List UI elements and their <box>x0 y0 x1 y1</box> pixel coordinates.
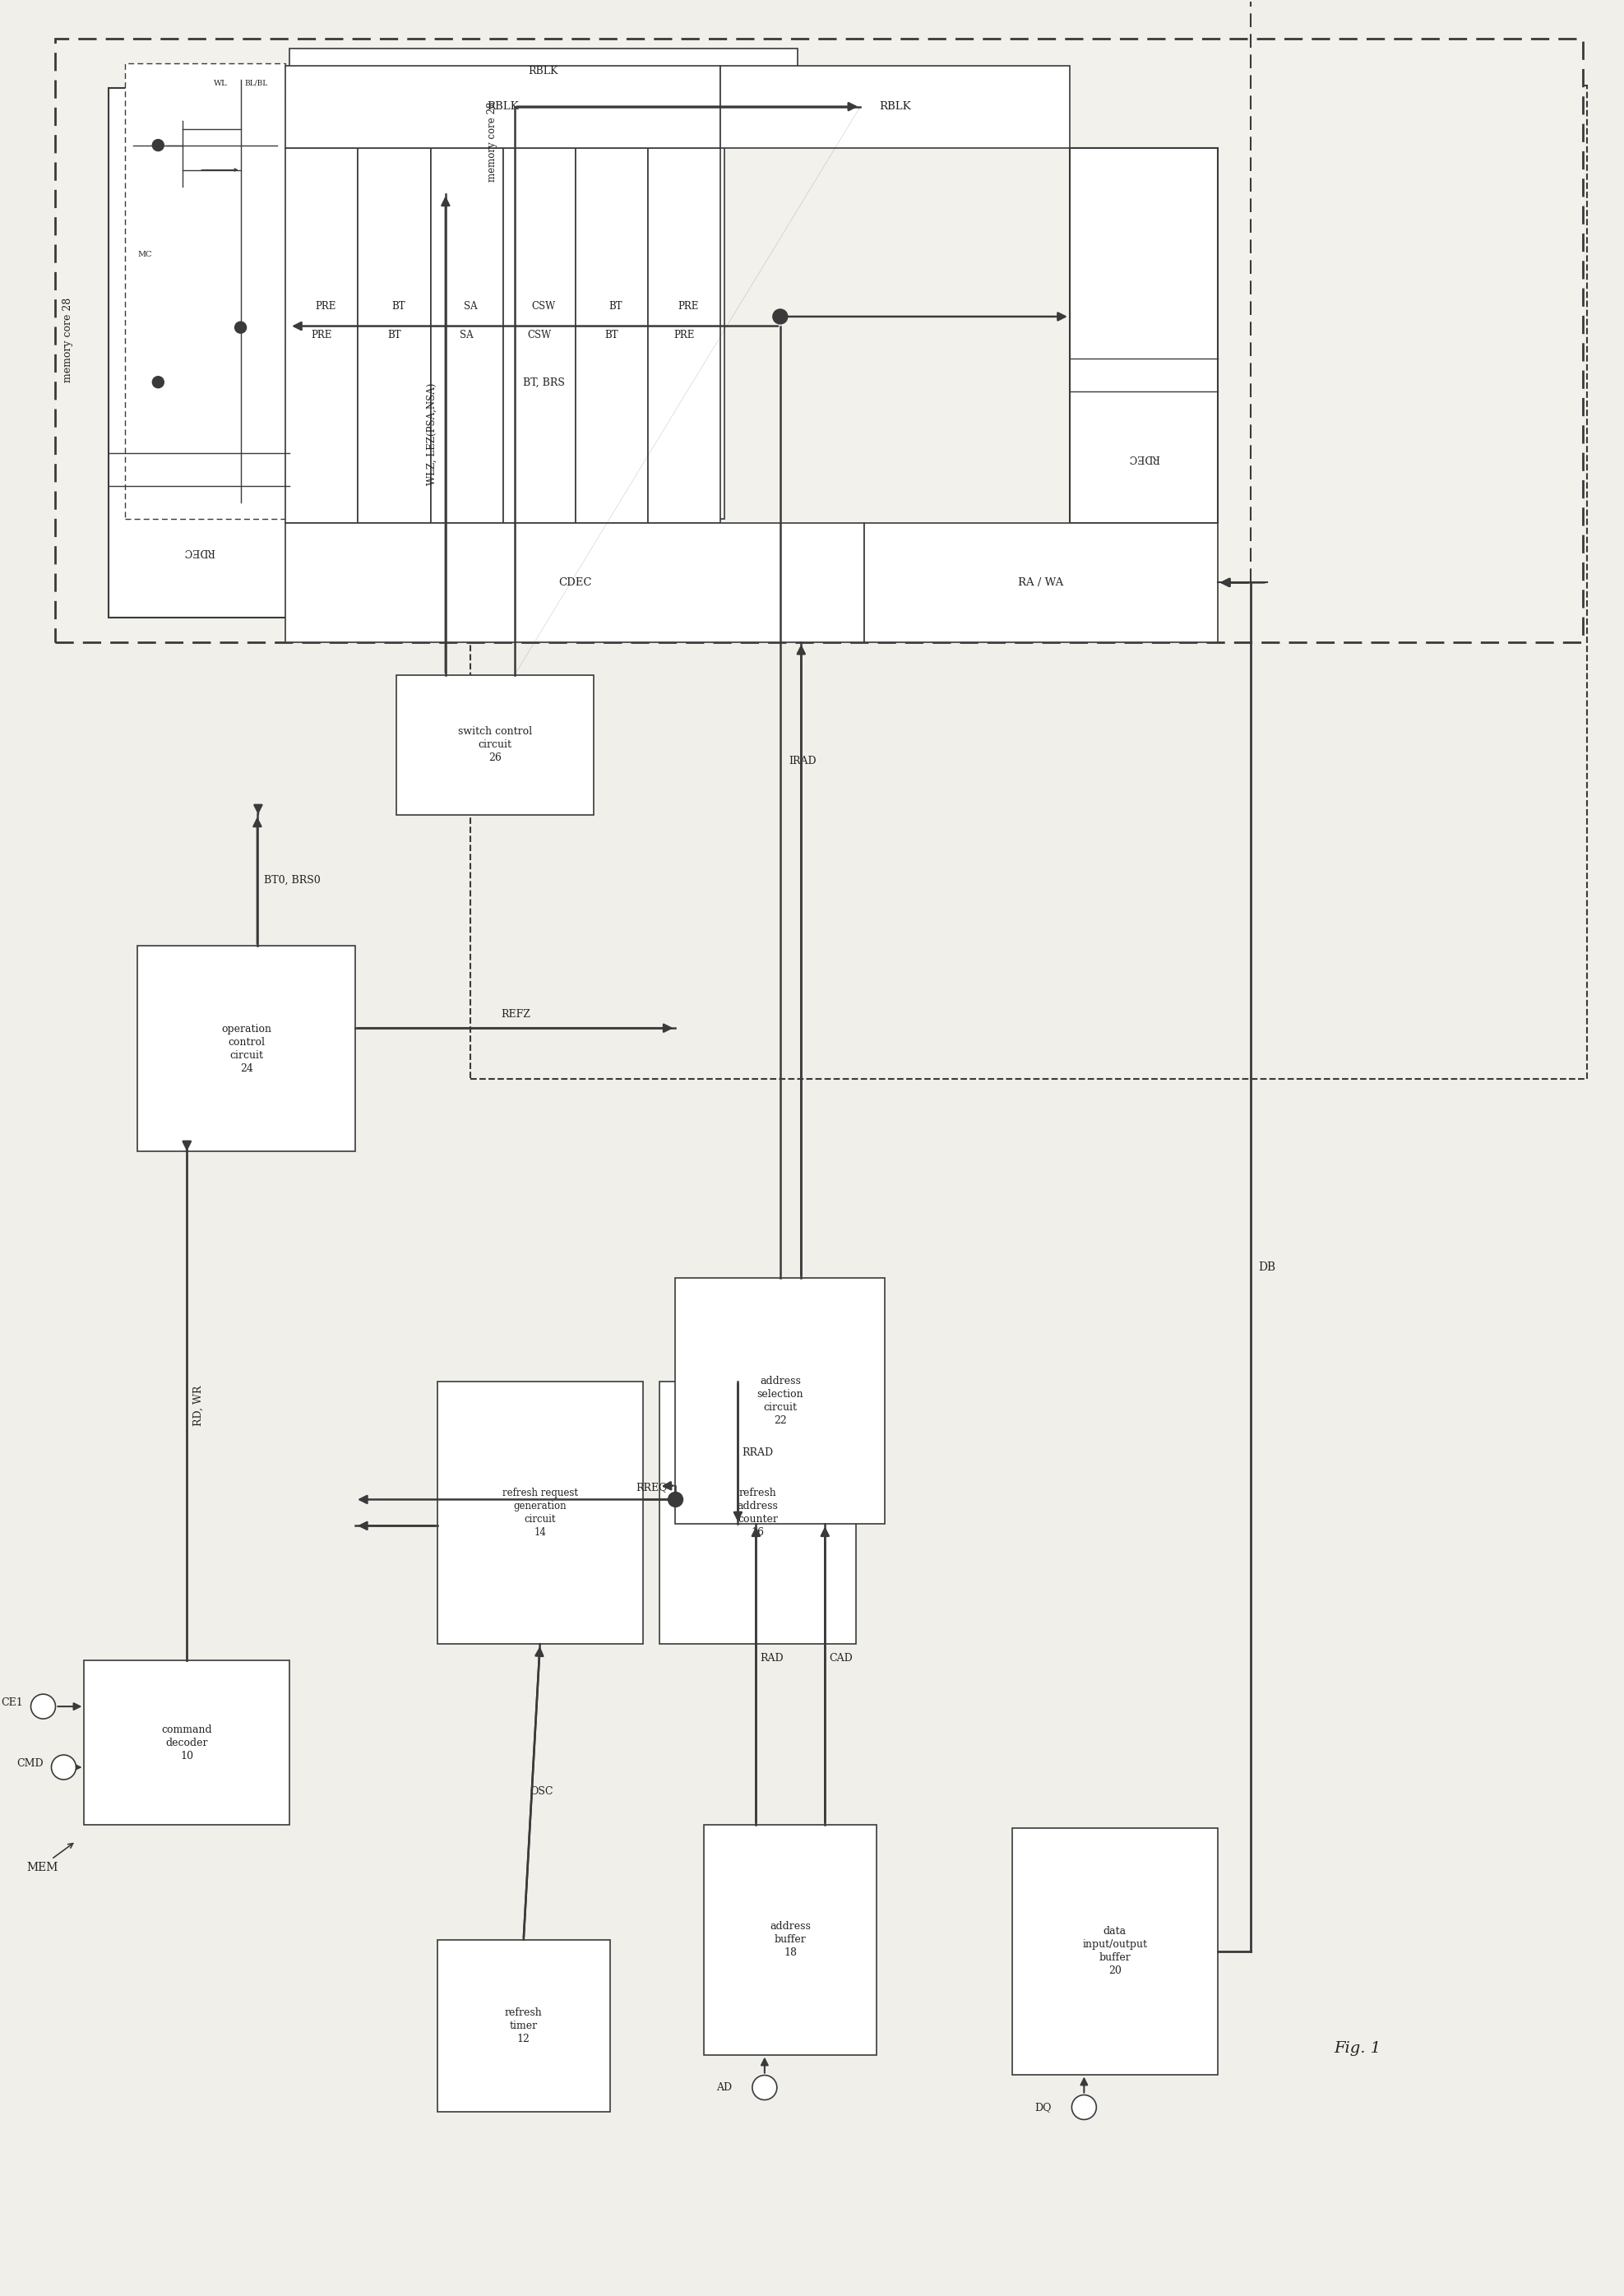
Text: REFZ: REFZ <box>500 1010 529 1019</box>
Text: PRE: PRE <box>312 331 333 340</box>
Circle shape <box>153 377 164 388</box>
Text: BT: BT <box>391 301 404 312</box>
Text: MEM: MEM <box>26 1862 58 1874</box>
Text: PRE: PRE <box>315 301 336 312</box>
Text: RBLK: RBLK <box>487 101 520 113</box>
Text: RBLK: RBLK <box>528 67 559 76</box>
Text: AD: AD <box>716 2082 732 2094</box>
Text: CSW: CSW <box>528 331 551 340</box>
Bar <box>659 1382 856 1644</box>
Bar <box>286 90 778 530</box>
Text: RD, WR: RD, WR <box>193 1384 205 1426</box>
Circle shape <box>31 1694 55 1720</box>
Text: BT0, BRS0: BT0, BRS0 <box>263 875 320 886</box>
Text: RAD: RAD <box>760 1653 784 1662</box>
Bar <box>109 87 289 618</box>
Text: WLZ, LEZ(PSA,NSA): WLZ, LEZ(PSA,NSA) <box>427 383 437 484</box>
Text: CDEC: CDEC <box>559 576 591 588</box>
Bar <box>84 1660 289 1825</box>
Bar <box>286 523 864 643</box>
Text: refresh request
generation
circuit
14: refresh request generation circuit 14 <box>502 1488 578 1538</box>
Bar <box>575 147 648 523</box>
Text: data
input/output
buffer
20: data input/output buffer 20 <box>1082 1926 1147 1977</box>
Text: DB: DB <box>1259 1261 1276 1272</box>
Bar <box>286 67 721 147</box>
Circle shape <box>667 1492 682 1506</box>
Text: address
selection
circuit
22: address selection circuit 22 <box>757 1375 804 1426</box>
Text: command
decoder
10: command decoder 10 <box>161 1724 213 1761</box>
Bar <box>357 147 430 523</box>
Circle shape <box>235 321 247 333</box>
Bar <box>362 94 435 519</box>
Text: RA / WA: RA / WA <box>1018 576 1064 588</box>
Circle shape <box>153 140 164 152</box>
Text: memory core 28: memory core 28 <box>62 298 73 383</box>
Bar <box>138 946 356 1150</box>
Bar <box>289 48 797 94</box>
Bar <box>55 39 1583 643</box>
Bar <box>676 1279 885 1525</box>
Bar <box>396 675 593 815</box>
Bar <box>430 147 503 523</box>
Text: CAD: CAD <box>830 1653 853 1662</box>
Text: PRE: PRE <box>674 331 695 340</box>
Text: DQ: DQ <box>1034 2101 1051 2112</box>
Circle shape <box>773 310 788 324</box>
Bar <box>437 1940 609 2112</box>
Text: RDEC: RDEC <box>184 546 214 558</box>
Text: SA: SA <box>464 301 477 312</box>
Text: operation
control
circuit
24: operation control circuit 24 <box>221 1024 271 1075</box>
Text: RBLK: RBLK <box>879 101 911 113</box>
Bar <box>286 147 357 523</box>
Text: PRE: PRE <box>679 301 698 312</box>
Text: RDEC: RDEC <box>1127 452 1160 464</box>
Text: BT: BT <box>606 331 619 340</box>
Text: refresh
timer
12: refresh timer 12 <box>505 2007 542 2043</box>
Bar <box>437 1382 643 1644</box>
Circle shape <box>52 1754 76 1779</box>
Bar <box>1012 1828 1218 2073</box>
Bar <box>503 147 575 523</box>
Bar <box>721 67 1070 147</box>
Bar <box>289 94 362 519</box>
Text: switch control
circuit
26: switch control circuit 26 <box>458 726 533 762</box>
Bar <box>471 85 1587 1079</box>
Text: CSW: CSW <box>531 301 555 312</box>
Circle shape <box>752 2076 776 2101</box>
Text: RREQ: RREQ <box>635 1483 667 1492</box>
Text: RRAD: RRAD <box>742 1446 773 1458</box>
Text: IRAD: IRAD <box>788 755 817 767</box>
Text: OSC: OSC <box>529 1786 554 1798</box>
Text: CMD: CMD <box>16 1759 44 1768</box>
Text: refresh
address
counter
16: refresh address counter 16 <box>737 1488 778 1538</box>
Bar <box>705 1825 877 2055</box>
Bar <box>1070 147 1218 523</box>
Circle shape <box>1072 2094 1096 2119</box>
Bar <box>580 94 653 519</box>
Text: CE1: CE1 <box>0 1697 23 1708</box>
Bar <box>125 62 286 519</box>
Bar <box>864 523 1218 643</box>
Bar <box>648 147 721 523</box>
Text: BL/BL: BL/BL <box>245 80 268 87</box>
Bar <box>507 94 580 519</box>
Text: BT: BT <box>609 301 622 312</box>
Text: Fig. 1: Fig. 1 <box>1333 2041 1380 2055</box>
Text: SA: SA <box>460 331 474 340</box>
Bar <box>435 94 507 519</box>
Bar <box>653 94 724 519</box>
Text: BT: BT <box>388 331 401 340</box>
Text: MC: MC <box>138 250 153 257</box>
Text: WL: WL <box>213 80 227 87</box>
Text: memory core 28: memory core 28 <box>487 101 497 181</box>
Text: address
buffer
18: address buffer 18 <box>770 1922 810 1958</box>
Text: BT, BRS: BT, BRS <box>523 377 565 388</box>
